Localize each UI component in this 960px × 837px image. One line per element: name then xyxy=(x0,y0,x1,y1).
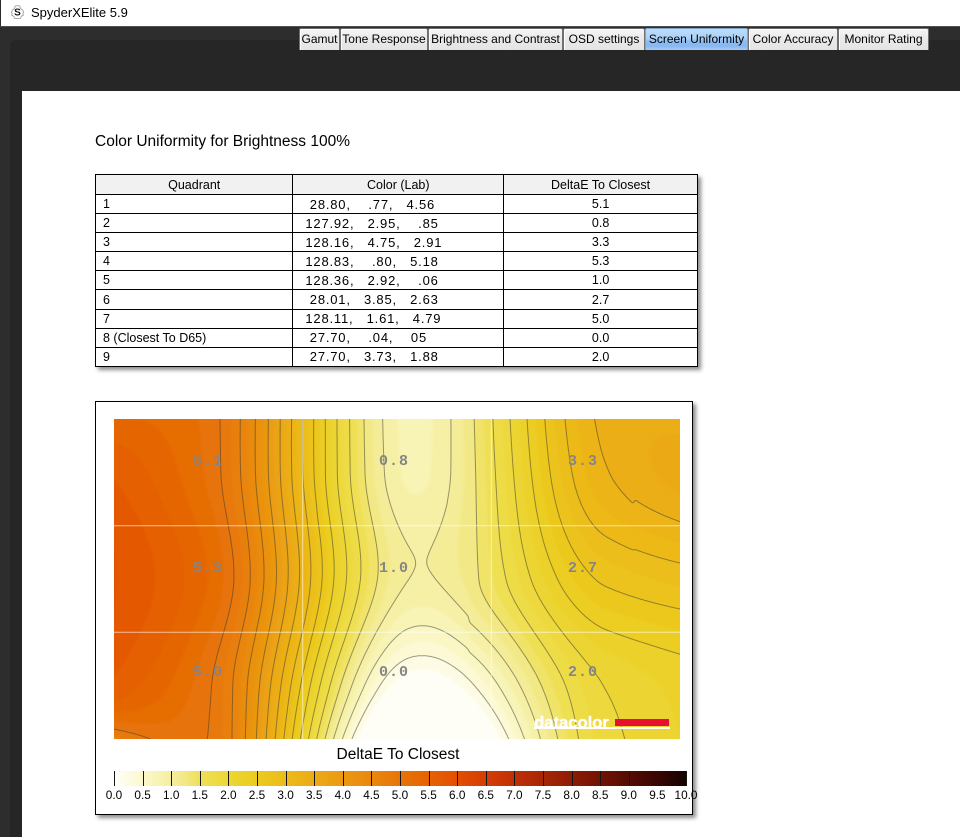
svg-text:S: S xyxy=(14,8,21,19)
